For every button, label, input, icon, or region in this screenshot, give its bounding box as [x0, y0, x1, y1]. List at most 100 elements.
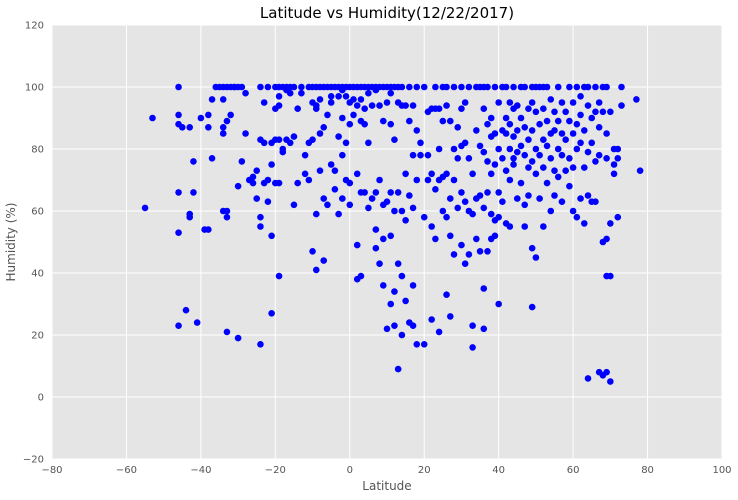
data-point [361, 105, 368, 112]
data-point [558, 151, 566, 159]
data-point [614, 155, 622, 162]
data-point [428, 170, 435, 178]
data-point [491, 161, 499, 168]
data-point [275, 272, 283, 280]
data-point [540, 136, 547, 143]
data-point [223, 117, 231, 125]
data-point [484, 189, 491, 196]
data-point [149, 114, 156, 122]
data-point [428, 316, 435, 323]
y-tick-label: −20 [23, 455, 44, 466]
data-point [406, 83, 413, 91]
x-tick-label: −40 [190, 465, 211, 476]
data-point [387, 189, 395, 196]
data-point [312, 210, 320, 218]
data-point [238, 158, 246, 165]
y-tick-label: 20 [31, 331, 44, 342]
data-point [409, 204, 417, 212]
data-point [510, 161, 517, 168]
data-point [633, 96, 640, 103]
data-point [443, 170, 450, 178]
data-point [190, 158, 197, 165]
y-axis-ticks: −20 0 20 40 60 80 100 120 [23, 21, 44, 466]
data-point [450, 145, 458, 153]
data-point [439, 117, 447, 125]
data-point [327, 99, 335, 106]
data-point [312, 105, 320, 112]
data-point [346, 201, 354, 209]
data-point [268, 232, 275, 240]
data-point [327, 161, 335, 168]
data-point [543, 117, 551, 125]
data-point [614, 145, 622, 153]
data-point [506, 99, 514, 106]
data-point [413, 127, 421, 134]
data-point [219, 130, 227, 137]
data-point [584, 148, 592, 156]
data-point [458, 83, 465, 91]
data-point [547, 96, 555, 103]
data-point [603, 235, 610, 243]
plot-area [52, 25, 722, 459]
data-point [551, 127, 558, 134]
data-point [260, 139, 268, 147]
data-point [249, 173, 257, 181]
data-point [577, 111, 584, 119]
data-point [484, 83, 491, 91]
data-point [223, 213, 231, 221]
data-point [141, 204, 149, 212]
data-point [595, 151, 603, 159]
data-point [309, 248, 316, 255]
data-point [312, 266, 320, 274]
x-tick-label: −60 [116, 465, 137, 476]
data-point [234, 334, 242, 342]
data-point [502, 130, 510, 137]
data-point [339, 151, 346, 159]
data-point [234, 182, 242, 190]
data-point [580, 164, 588, 171]
data-point [342, 139, 350, 147]
data-point [480, 285, 488, 292]
data-point [588, 114, 596, 122]
data-point [558, 198, 566, 205]
data-point [383, 325, 391, 333]
data-point [584, 83, 592, 91]
data-point [387, 232, 395, 240]
data-point [242, 130, 249, 137]
data-point [443, 102, 450, 109]
data-point [379, 235, 387, 243]
data-point [353, 241, 361, 249]
data-point [554, 117, 562, 125]
data-point [409, 102, 417, 109]
data-point [383, 99, 391, 106]
data-point [525, 105, 532, 112]
data-point [346, 120, 354, 128]
data-point [175, 189, 182, 196]
data-point [573, 145, 581, 153]
data-point [435, 328, 443, 336]
data-point [205, 111, 212, 119]
x-tick-label: −20 [265, 465, 286, 476]
data-point [368, 102, 376, 109]
data-point [592, 83, 599, 91]
data-point [543, 83, 551, 91]
data-point [446, 195, 454, 202]
data-point [461, 139, 469, 147]
data-point [484, 120, 491, 128]
data-point [372, 189, 380, 196]
data-point [402, 217, 409, 224]
data-point [432, 186, 439, 193]
data-point [190, 189, 197, 196]
data-point [569, 164, 577, 171]
data-point [554, 145, 562, 153]
data-point [175, 229, 182, 236]
data-point [540, 223, 547, 230]
data-point [298, 89, 305, 97]
data-point [480, 325, 488, 333]
data-point [387, 120, 395, 128]
data-point [528, 303, 536, 311]
data-point [238, 83, 246, 91]
data-point [491, 83, 499, 91]
data-point [365, 204, 372, 212]
data-point [286, 139, 294, 147]
